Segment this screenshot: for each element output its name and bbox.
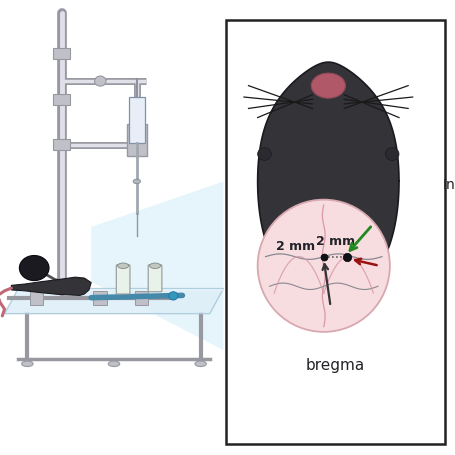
Text: 2 mm: 2 mm (276, 239, 315, 252)
Ellipse shape (195, 361, 206, 367)
Ellipse shape (19, 256, 49, 281)
FancyBboxPatch shape (53, 140, 70, 151)
Ellipse shape (133, 180, 140, 184)
Polygon shape (91, 182, 223, 350)
Polygon shape (5, 289, 223, 291)
Ellipse shape (22, 361, 33, 367)
Ellipse shape (95, 77, 106, 87)
Ellipse shape (384, 148, 398, 161)
Polygon shape (5, 289, 223, 314)
Circle shape (257, 200, 389, 332)
Text: 2 mm: 2 mm (315, 234, 354, 247)
Ellipse shape (117, 263, 128, 269)
Text: bregma: bregma (305, 357, 364, 372)
Ellipse shape (108, 361, 119, 367)
Ellipse shape (149, 263, 160, 269)
Ellipse shape (310, 74, 345, 99)
FancyBboxPatch shape (30, 291, 43, 305)
FancyBboxPatch shape (53, 95, 70, 106)
FancyBboxPatch shape (148, 265, 162, 292)
FancyBboxPatch shape (93, 291, 107, 305)
FancyBboxPatch shape (126, 125, 147, 157)
FancyBboxPatch shape (116, 265, 130, 294)
FancyBboxPatch shape (134, 291, 148, 305)
Ellipse shape (168, 292, 177, 300)
FancyBboxPatch shape (225, 20, 444, 444)
FancyBboxPatch shape (128, 98, 145, 143)
Ellipse shape (257, 148, 271, 161)
FancyBboxPatch shape (53, 49, 70, 60)
Polygon shape (257, 63, 398, 301)
Polygon shape (11, 278, 91, 296)
Text: In: In (441, 177, 454, 191)
